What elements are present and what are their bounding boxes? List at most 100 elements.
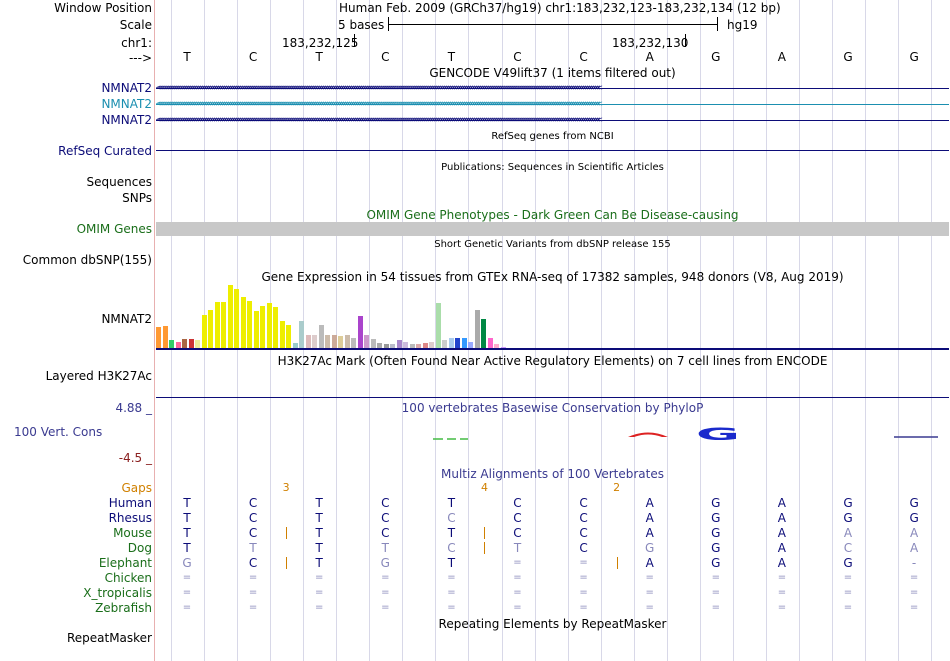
species-label[interactable]: Elephant bbox=[98, 556, 152, 570]
refseq-label[interactable]: RefSeq Curated bbox=[58, 144, 152, 158]
gtex-tissue-bar[interactable] bbox=[247, 301, 252, 348]
phylop-label[interactable]: 100 Vert. Cons bbox=[14, 425, 103, 439]
gtex-tissue-bar[interactable] bbox=[494, 344, 499, 348]
gtex-tissue-bar[interactable] bbox=[214, 302, 220, 348]
gtex-tissue-bar[interactable] bbox=[279, 321, 285, 348]
gtex-tissue-bar[interactable] bbox=[318, 325, 324, 348]
gencode-transcript-feature[interactable]: <<<<<<<<<<<<<<<<<<<<<<<<<<<<<<<<<<<<<<<<… bbox=[156, 97, 949, 111]
gtex-tissue-bar[interactable] bbox=[286, 325, 291, 348]
gtex-tissue-bar[interactable] bbox=[227, 285, 233, 348]
gtex-title[interactable]: Gene Expression in 54 tissues from GTEx … bbox=[261, 270, 844, 284]
gtex-tissue-bar[interactable] bbox=[474, 310, 480, 348]
species-label[interactable]: Human bbox=[108, 496, 152, 510]
grid-line bbox=[501, 0, 503, 661]
gtex-tissue-bar[interactable] bbox=[188, 339, 194, 348]
gtex-tissue-bar[interactable] bbox=[487, 338, 493, 348]
gtex-tissue-bar[interactable] bbox=[325, 335, 330, 348]
phylop-title[interactable]: 100 vertebrates Basewise Conservation by… bbox=[401, 401, 704, 415]
gtex-tissue-bar[interactable] bbox=[201, 315, 207, 348]
gtex-tissue-bar[interactable] bbox=[253, 311, 259, 348]
gtex-tissue-bar[interactable] bbox=[175, 342, 181, 348]
scale-bar bbox=[388, 17, 718, 32]
gtex-tissue-bar[interactable] bbox=[416, 344, 421, 348]
species-label[interactable]: Mouse bbox=[113, 526, 152, 540]
gtex-label[interactable]: NMNAT2 bbox=[101, 312, 152, 326]
gtex-tissue-bar[interactable] bbox=[182, 339, 187, 348]
gtex-tissue-bar[interactable] bbox=[260, 306, 265, 348]
gtex-tissue-bar[interactable] bbox=[208, 310, 213, 348]
gtex-tissue-bar[interactable] bbox=[468, 342, 473, 348]
gaps-label[interactable]: Gaps bbox=[121, 481, 152, 495]
gtex-tissue-bar[interactable] bbox=[409, 344, 415, 348]
gencode-transcript-feature[interactable]: <<<<<<<<<<<<<<<<<<<<<<<<<<<<<<<<<<<<<<<<… bbox=[156, 113, 949, 127]
h3k27ac-label[interactable]: Layered H3K27Ac bbox=[45, 369, 152, 383]
gtex-tissue-bar[interactable] bbox=[370, 339, 376, 348]
gap-count[interactable]: 2 bbox=[613, 481, 621, 494]
grid-line bbox=[534, 0, 536, 661]
gtex-tissue-bar[interactable] bbox=[383, 344, 389, 348]
gtex-tissue-bar[interactable] bbox=[266, 303, 272, 348]
gtex-tissue-bar[interactable] bbox=[448, 338, 454, 348]
gencode-transcript-label[interactable]: NMNAT2 bbox=[101, 97, 152, 111]
phylop-max: 4.88 _ bbox=[115, 401, 152, 415]
alignment-base: = bbox=[182, 572, 192, 583]
species-label[interactable]: Chicken bbox=[104, 571, 152, 585]
dbsnp-title[interactable]: Short Genetic Variants from dbSNP releas… bbox=[434, 239, 671, 250]
multiz-title[interactable]: Multiz Alignments of 100 Vertebrates bbox=[440, 467, 665, 481]
species-label[interactable]: Dog bbox=[127, 541, 152, 555]
omim-bar[interactable] bbox=[156, 222, 949, 236]
gtex-tissue-bar[interactable] bbox=[162, 326, 168, 348]
species-label[interactable]: Rhesus bbox=[108, 511, 152, 525]
gtex-tissue-bar[interactable] bbox=[240, 297, 246, 348]
gtex-tissue-bar[interactable] bbox=[500, 347, 506, 348]
gtex-tissue-bar[interactable] bbox=[403, 342, 408, 348]
gtex-tissue-bar[interactable] bbox=[338, 336, 343, 348]
publications-label-sequences[interactable]: Sequences bbox=[86, 175, 152, 189]
gap-count[interactable]: 4 bbox=[480, 481, 488, 494]
phylop-logo[interactable]: G bbox=[156, 420, 949, 450]
gtex-tissue-bar[interactable] bbox=[299, 321, 304, 348]
gtex-tissue-bar[interactable] bbox=[390, 344, 395, 348]
gtex-tissue-bar[interactable] bbox=[429, 342, 434, 348]
gencode-transcript-label[interactable]: NMNAT2 bbox=[101, 81, 152, 95]
gtex-tissue-bar[interactable] bbox=[455, 338, 460, 348]
gencode-title[interactable]: GENCODE V49lift37 (1 items filtered out) bbox=[429, 66, 676, 80]
repeatmasker-title[interactable]: Repeating Elements by RepeatMasker bbox=[438, 617, 667, 631]
gtex-tissue-bar[interactable] bbox=[357, 316, 363, 348]
gtex-tissue-bar[interactable] bbox=[273, 307, 278, 348]
species-label[interactable]: Zebrafish bbox=[95, 601, 152, 615]
refseq-line[interactable] bbox=[156, 150, 949, 151]
gtex-tissue-bar[interactable] bbox=[292, 343, 298, 348]
refseq-title[interactable]: RefSeq genes from NCBI bbox=[491, 131, 614, 142]
gtex-tissue-bar[interactable] bbox=[435, 303, 441, 348]
species-label[interactable]: X_tropicalis bbox=[83, 586, 152, 600]
gtex-tissue-bar[interactable] bbox=[305, 335, 311, 348]
omim-title[interactable]: OMIM Gene Phenotypes - Dark Green Can Be… bbox=[366, 208, 739, 222]
gtex-tissue-bar[interactable] bbox=[221, 302, 226, 348]
omim-label[interactable]: OMIM Genes bbox=[76, 222, 152, 236]
gtex-tissue-bar[interactable] bbox=[351, 338, 356, 348]
gtex-tissue-bar[interactable] bbox=[481, 319, 486, 348]
gtex-tissue-bar[interactable] bbox=[331, 335, 337, 348]
gtex-tissue-bar[interactable] bbox=[364, 335, 369, 348]
gtex-tissue-bar[interactable] bbox=[377, 343, 382, 348]
gencode-transcript-feature[interactable]: <<<<<<<<<<<<<<<<<<<<<<<<<<<<<<<<<<<<<<<<… bbox=[156, 81, 949, 95]
gtex-tissue-bar[interactable] bbox=[344, 335, 350, 348]
gtex-tissue-bar[interactable] bbox=[169, 340, 174, 348]
gtex-tissue-bar[interactable] bbox=[422, 343, 428, 348]
publications-label-snps[interactable]: SNPs bbox=[122, 191, 152, 205]
gtex-tissue-bar[interactable] bbox=[234, 289, 239, 348]
gtex-tissue-bar[interactable] bbox=[312, 335, 317, 348]
gtex-tissue-bar[interactable] bbox=[461, 338, 467, 348]
gtex-tissue-bar[interactable] bbox=[396, 340, 402, 348]
dbsnp-label[interactable]: Common dbSNP(155) bbox=[22, 253, 152, 267]
gap-count[interactable]: 3 bbox=[282, 481, 290, 494]
repeatmasker-label[interactable]: RepeatMasker bbox=[66, 631, 152, 645]
gencode-transcript-label[interactable]: NMNAT2 bbox=[101, 113, 152, 127]
gtex-tissue-bar[interactable] bbox=[195, 340, 200, 348]
gtex-chart[interactable] bbox=[156, 284, 949, 348]
h3k27ac-title[interactable]: H3K27Ac Mark (Often Found Near Active Re… bbox=[277, 354, 828, 368]
gtex-tissue-bar[interactable] bbox=[156, 327, 161, 348]
publications-title[interactable]: Publications: Sequences in Scientific Ar… bbox=[441, 162, 664, 173]
gtex-tissue-bar[interactable] bbox=[442, 340, 447, 348]
